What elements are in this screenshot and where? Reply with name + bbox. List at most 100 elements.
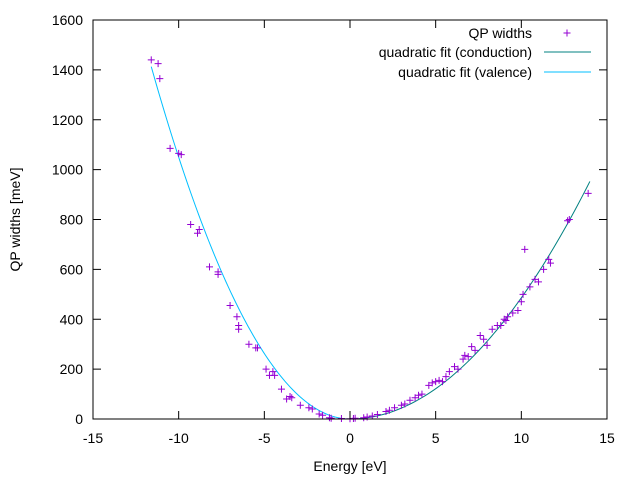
y-tick-label: 0 [75,411,83,427]
y-tick-label: 1000 [52,162,83,178]
data-point [226,302,234,310]
data-point [445,368,453,376]
legend-label-conduction-fit: quadratic fit (conduction) [379,44,532,60]
data-point [442,373,450,381]
data-point [187,220,195,228]
data-point [454,365,462,373]
data-point [351,414,359,422]
legend-marker-qp-widths [563,29,571,37]
data-point [540,265,548,273]
data-point [564,217,572,225]
data-point [305,404,313,412]
fit-line-valence [150,66,351,420]
data-point [373,411,381,419]
data-point [428,379,436,387]
y-tick-label: 600 [60,261,84,277]
data-point [308,405,316,413]
x-tick-label: 0 [346,430,354,446]
data-point [546,259,554,267]
y-tick-label: 1400 [52,62,83,78]
data-point [391,404,399,412]
y-tick-label: 1600 [52,12,83,28]
data-point [459,355,467,363]
data-point [233,313,241,321]
y-tick-label: 400 [60,311,84,327]
data-point [480,335,488,343]
data-point [368,412,376,420]
data-point [464,353,472,361]
data-point [166,144,174,152]
x-axis-label: Energy [eV] [313,458,386,474]
x-tick-label: -10 [169,430,189,446]
legend-label-qp-widths: QP widths [468,25,532,41]
data-point [253,344,261,352]
data-point [327,414,335,422]
fit-line-conduction [349,181,591,420]
data-point [521,245,529,253]
data-point [214,270,222,278]
data-point [468,343,476,351]
data-point [504,313,512,321]
data-point [206,263,214,271]
data-point [406,396,414,404]
x-tick-label: 5 [432,430,440,446]
x-tick-label: -5 [258,430,271,446]
data-point [415,391,423,399]
data-point [195,225,203,233]
data-point [517,298,525,306]
data-point [382,408,390,416]
data-point [483,341,491,349]
fit-lines [150,66,591,420]
x-tick-label: 15 [599,430,615,446]
data-point [269,368,277,376]
data-point [271,371,279,379]
data-point [385,406,393,414]
data-point [401,400,409,408]
y-tick-label: 200 [60,361,84,377]
data-point [435,376,443,384]
data-point [286,393,294,401]
data-point [360,414,368,422]
data-point [509,309,517,317]
y-axis-ticks: 0 200 400 600 800 1000 1200 1400 1600 [52,12,607,427]
x-tick-label: -15 [83,430,103,446]
data-point [514,307,522,315]
data-point [502,316,510,324]
data-point [245,340,253,348]
x-tick-label: 10 [514,430,530,446]
y-axis-label: QP widths [meV] [7,167,23,271]
data-point [262,365,270,373]
data-point [519,290,527,298]
legend-samples [544,29,591,73]
data-point [235,325,243,333]
data-point [154,60,162,68]
data-point [534,278,542,286]
data-point [194,229,202,237]
data-point [432,378,440,386]
data-point [397,401,405,409]
y-tick-label: 800 [60,212,84,228]
data-point [147,56,155,64]
data-point [288,394,296,402]
x-axis-ticks: -15 -10 -5 0 5 10 15 [83,20,615,446]
data-point [545,255,553,263]
legend: QP widths quadratic fit (conduction) qua… [379,25,591,80]
data-point [319,411,327,419]
data-point [277,385,285,393]
data-point [177,151,185,159]
data-point [526,283,534,291]
data-point [156,75,164,83]
y-tick-label: 1200 [52,112,83,128]
data-point [471,346,479,354]
data-point [584,189,592,197]
data-point [565,216,573,223]
data-point [296,401,304,409]
data-point [488,325,496,333]
data-point [439,378,447,386]
data-point [497,321,505,329]
data-point [461,351,469,359]
data-point [476,331,484,339]
data-point [315,410,323,418]
